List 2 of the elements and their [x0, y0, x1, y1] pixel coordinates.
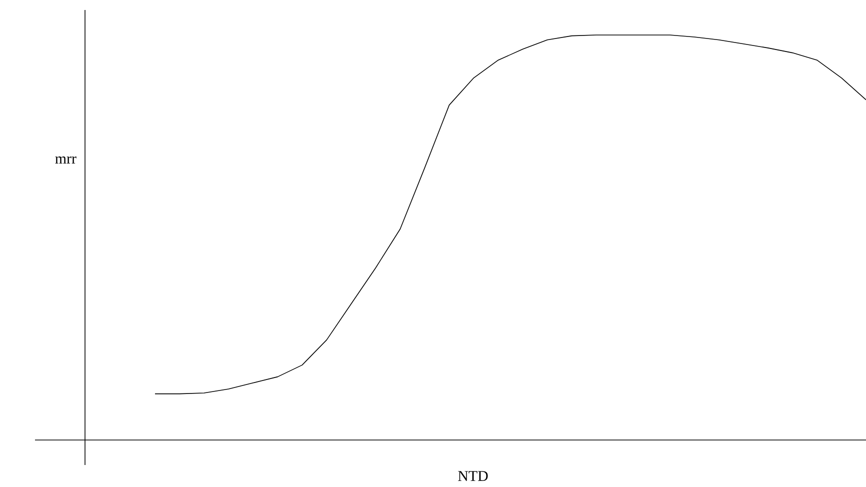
y-axis-title: mrr [55, 156, 76, 164]
x-axis-title: NTD [458, 471, 488, 481]
